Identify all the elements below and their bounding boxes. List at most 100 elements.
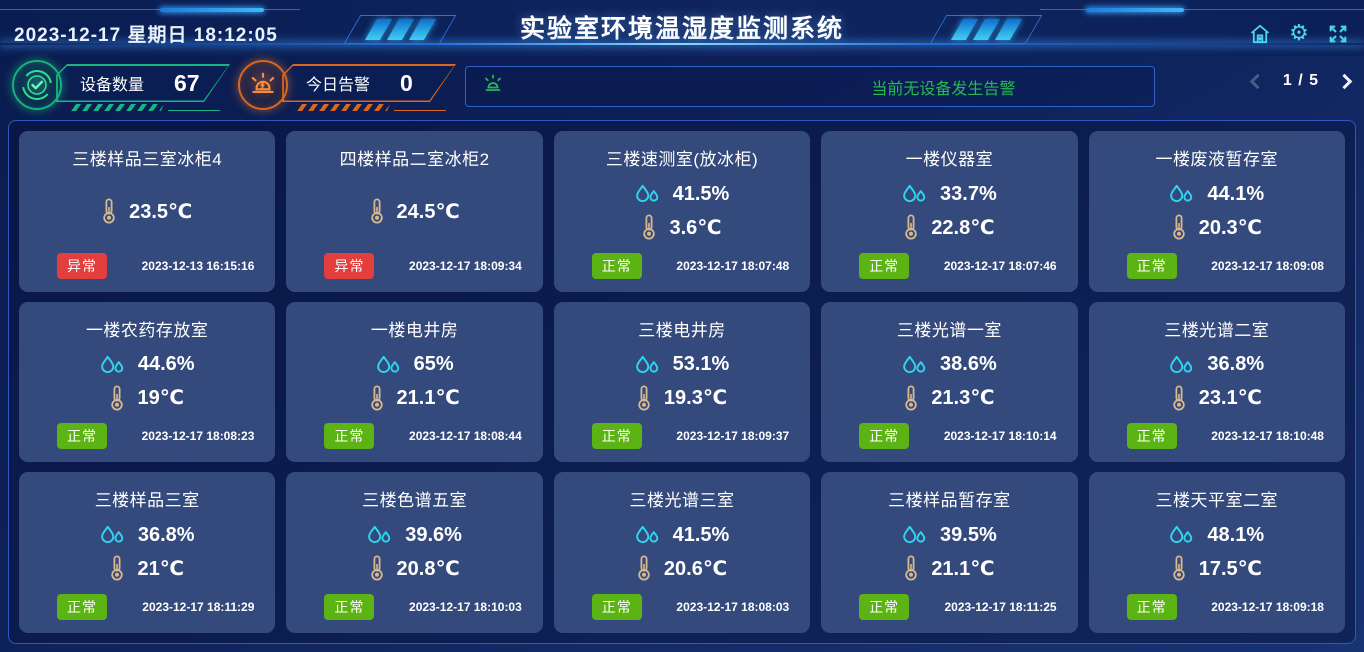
temperature-metric: 22.8℃ bbox=[904, 214, 994, 240]
thermometer-icon bbox=[904, 385, 918, 411]
temperature-metric: 20.8℃ bbox=[370, 555, 460, 581]
thermometer-icon bbox=[110, 555, 124, 581]
status-badge: 正常 bbox=[1126, 594, 1177, 620]
sensor-card: 三楼样品三室冰柜4 bbox=[19, 131, 276, 292]
stat-device-frame bbox=[56, 64, 230, 102]
sensor-card: 三楼光谱三室 41.5% bbox=[553, 472, 811, 633]
humidity-metric: 44.6% bbox=[100, 353, 195, 376]
chevron-left-icon[interactable] bbox=[1249, 73, 1266, 89]
status-badge: 正常 bbox=[57, 423, 107, 450]
humidity-value: 39.6% bbox=[405, 523, 462, 546]
humidity-metric: 44.1% bbox=[1169, 183, 1264, 206]
gear-icon[interactable]: ⚙ bbox=[1289, 21, 1309, 46]
status-badge: 正常 bbox=[324, 594, 375, 620]
temperature-value: 19℃ bbox=[137, 387, 184, 410]
thermometer-icon bbox=[102, 198, 116, 224]
temperature-value: 20.8℃ bbox=[396, 557, 460, 580]
temperature-value: 21.3℃ bbox=[931, 387, 995, 410]
water-drops-icon bbox=[635, 355, 660, 375]
thermometer-icon bbox=[1172, 385, 1186, 411]
reading-timestamp: 2023-12-17 18:08:03 bbox=[676, 600, 790, 614]
temperature-value: 21.1℃ bbox=[931, 557, 995, 580]
header-decor-segment-left bbox=[160, 8, 264, 12]
stat-alarm-hatch-line bbox=[394, 110, 446, 111]
temperature-value: 19.3℃ bbox=[663, 387, 728, 410]
room-name: 一楼农药存放室 bbox=[85, 320, 209, 340]
header: 实验室环境温湿度监测系统 2023-12-17 星期日 18:12:05 ⚙ bbox=[0, 0, 1364, 56]
humidity-value: 65% bbox=[413, 353, 454, 376]
temperature-metric: 21.1℃ bbox=[904, 555, 994, 581]
water-drops-icon bbox=[1169, 355, 1194, 375]
sensor-card: 四楼样品二室冰柜2 bbox=[286, 131, 543, 292]
water-drops-icon bbox=[902, 184, 927, 204]
sensor-card: 一楼电井房 65% bbox=[286, 301, 543, 463]
sensor-card: 三楼色谱五室 39.6% bbox=[286, 472, 543, 633]
humidity-value: 48.1% bbox=[1207, 523, 1265, 546]
reading-timestamp: 2023-12-17 18:09:37 bbox=[676, 429, 790, 444]
humidity-metric: 39.5% bbox=[902, 524, 997, 547]
header-decor-segment-right bbox=[1086, 8, 1184, 12]
temperature-metric: 17.5℃ bbox=[1172, 555, 1262, 581]
temperature-metric: 23.1℃ bbox=[1172, 385, 1262, 411]
page-title: 实验室环境温湿度监测系统 bbox=[519, 15, 844, 43]
fullscreen-icon[interactable] bbox=[1326, 22, 1350, 46]
room-name: 三楼光谱三室 bbox=[629, 491, 735, 511]
room-name: 三楼色谱五室 bbox=[362, 491, 468, 511]
humidity-value: 36.8% bbox=[1207, 353, 1265, 376]
temperature-metric: 21℃ bbox=[110, 555, 184, 581]
thermometer-icon bbox=[370, 198, 384, 224]
stat-alarm-frame bbox=[282, 64, 456, 102]
humidity-metric: 38.6% bbox=[902, 353, 997, 376]
humidity-metric: 65% bbox=[376, 353, 454, 376]
status-badge: 正常 bbox=[57, 594, 107, 620]
temperature-value: 24.5℃ bbox=[396, 200, 460, 223]
reading-timestamp: 2023-12-17 18:11:25 bbox=[944, 600, 1057, 614]
home-icon[interactable] bbox=[1248, 22, 1272, 46]
temperature-metric: 19.3℃ bbox=[637, 385, 727, 411]
chevron-right-icon[interactable] bbox=[1336, 73, 1353, 89]
humidity-value: 41.5% bbox=[672, 182, 730, 205]
thermometer-icon bbox=[642, 214, 656, 240]
status-badge: 正常 bbox=[859, 252, 910, 279]
reading-timestamp: 2023-12-17 18:09:34 bbox=[409, 258, 522, 273]
temperature-value: 3.6℃ bbox=[669, 216, 722, 239]
alert-banner: 当前无设备发生告警 bbox=[465, 66, 1155, 107]
reading-timestamp: 2023-12-17 18:10:03 bbox=[409, 600, 522, 614]
sensor-card: 三楼天平室二室 48.1% bbox=[1088, 472, 1345, 633]
temperature-metric: 20.3℃ bbox=[1172, 214, 1262, 240]
status-badge: 正常 bbox=[859, 423, 910, 450]
stat-device-hatch bbox=[68, 104, 164, 111]
status-badge: 正常 bbox=[859, 594, 910, 620]
status-badge: 正常 bbox=[1126, 252, 1177, 279]
reading-timestamp: 2023-12-17 18:07:48 bbox=[676, 258, 790, 273]
reading-timestamp: 2023-12-17 18:10:48 bbox=[1211, 429, 1324, 444]
water-drops-icon bbox=[100, 355, 125, 375]
temperature-value: 22.8℃ bbox=[931, 216, 995, 239]
device-count-value: 67 bbox=[174, 69, 200, 96]
room-name: 一楼废液暂存室 bbox=[1155, 150, 1279, 169]
humidity-value: 44.1% bbox=[1207, 182, 1265, 205]
humidity-value: 38.6% bbox=[940, 353, 997, 376]
water-drops-icon bbox=[1169, 525, 1194, 545]
reading-timestamp: 2023-12-17 18:08:23 bbox=[141, 429, 255, 444]
reading-timestamp: 2023-12-17 18:10:14 bbox=[943, 429, 1057, 444]
alarm-today-label: 今日告警 bbox=[306, 77, 371, 94]
header-icon-group: ⚙ bbox=[1248, 22, 1350, 46]
room-name: 三楼光谱一室 bbox=[896, 320, 1002, 340]
water-drops-icon bbox=[367, 525, 392, 545]
header-decor-line-right bbox=[1040, 9, 1364, 10]
reading-timestamp: 2023-12-17 18:07:46 bbox=[943, 258, 1057, 273]
sensor-card: 三楼电井房 53.1% bbox=[553, 301, 811, 463]
room-name: 一楼仪器室 bbox=[905, 150, 994, 169]
thermometer-icon bbox=[370, 555, 384, 581]
header-glow-line bbox=[0, 43, 1364, 45]
header-decor-line-left bbox=[0, 9, 300, 10]
sensor-card: 一楼废液暂存室 44.1% bbox=[1088, 131, 1345, 292]
temperature-value: 17.5℃ bbox=[1198, 557, 1262, 580]
thermometer-icon bbox=[370, 385, 384, 411]
temperature-value: 20.6℃ bbox=[663, 557, 728, 580]
temperature-value: 23.5℃ bbox=[129, 200, 193, 223]
humidity-metric: 41.5% bbox=[635, 524, 729, 547]
stat-device-hatch-line bbox=[168, 110, 220, 111]
status-badge: 正常 bbox=[591, 252, 642, 279]
